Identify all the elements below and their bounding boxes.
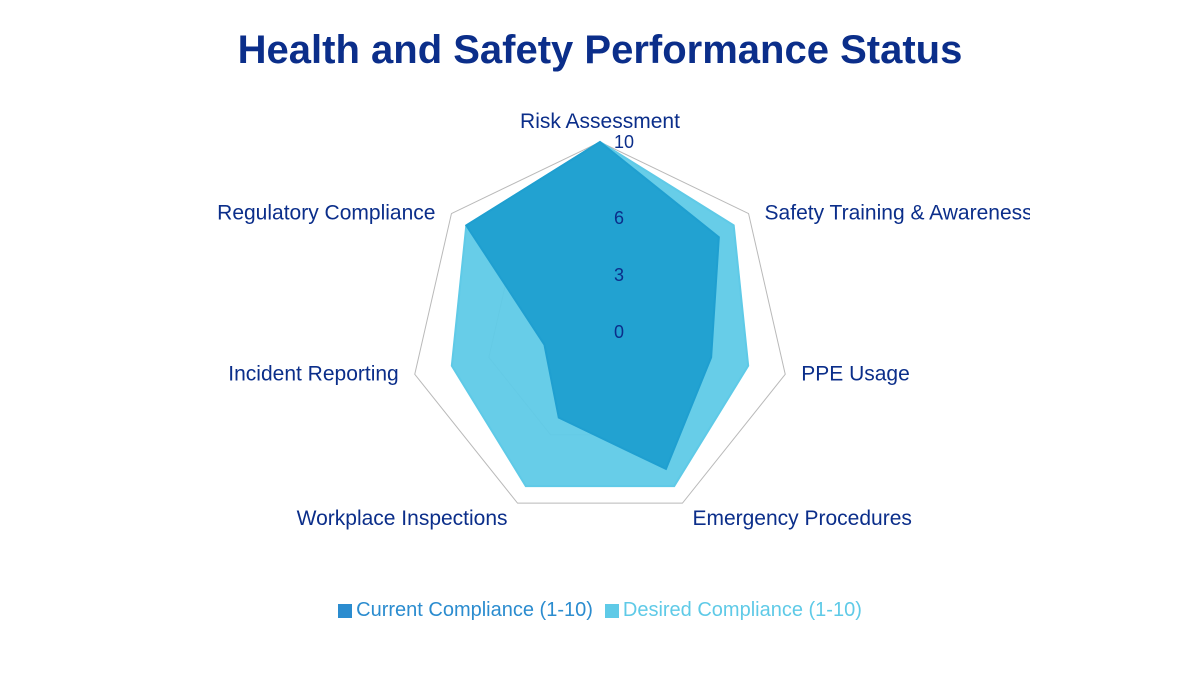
legend-label: Desired Compliance (1-10) xyxy=(623,599,862,622)
legend-item: Desired Compliance (1-10) xyxy=(605,599,862,622)
axis-label: PPE Usage xyxy=(801,362,910,385)
tick-label: 3 xyxy=(614,265,624,285)
tick-label: 10 xyxy=(614,132,634,152)
chart-container: 0 3 6 10Risk Assessment Safety Training & Aw… xyxy=(0,77,1200,597)
legend: Current Compliance (1-10) Desired Complia… xyxy=(0,599,1200,624)
axis-label: Incident Reporting xyxy=(228,362,398,385)
axis-label: Risk Assessment xyxy=(520,110,680,133)
tick-label: 0 xyxy=(614,322,624,342)
legend-item: Current Compliance (1-10) xyxy=(338,599,593,622)
axis-label: Regulatory Compliance xyxy=(217,202,435,225)
axis-label: Safety Training & Awareness xyxy=(765,202,1030,225)
chart-title: Health and Safety Performance Status xyxy=(0,28,1200,73)
legend-swatch xyxy=(605,604,619,618)
tick-label: 6 xyxy=(614,208,624,228)
legend-swatch xyxy=(338,604,352,618)
radar-chart: 0 3 6 10Risk Assessment Safety Training & Aw… xyxy=(170,77,1030,597)
legend-label: Current Compliance (1-10) xyxy=(356,599,593,622)
axis-label: Emergency Procedures xyxy=(692,507,911,530)
axis-label: Workplace Inspections xyxy=(297,507,508,530)
